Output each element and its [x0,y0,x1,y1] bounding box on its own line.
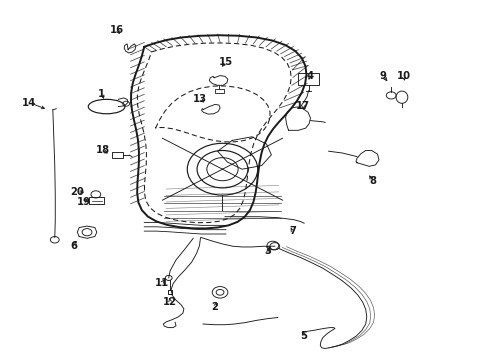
Text: 7: 7 [288,226,295,236]
Text: 5: 5 [300,330,307,341]
Text: 6: 6 [71,240,78,251]
Text: 1: 1 [98,89,105,99]
Text: 2: 2 [211,302,218,312]
Text: 13: 13 [192,94,206,104]
Text: 3: 3 [264,246,271,256]
Text: 20: 20 [70,186,84,197]
Bar [298,73,318,85]
Text: 19: 19 [77,197,91,207]
Text: 8: 8 [368,176,375,186]
Bar [215,89,224,93]
Text: 9: 9 [379,71,386,81]
Bar [112,152,123,158]
Text: 12: 12 [163,297,177,307]
Text: 16: 16 [110,25,124,35]
Text: 4: 4 [306,71,313,81]
Text: 10: 10 [396,71,409,81]
Text: 15: 15 [219,57,232,67]
Bar [89,197,104,204]
Text: 17: 17 [296,101,309,111]
Text: 11: 11 [155,278,169,288]
Text: 18: 18 [96,145,109,156]
Text: 14: 14 [22,98,37,108]
